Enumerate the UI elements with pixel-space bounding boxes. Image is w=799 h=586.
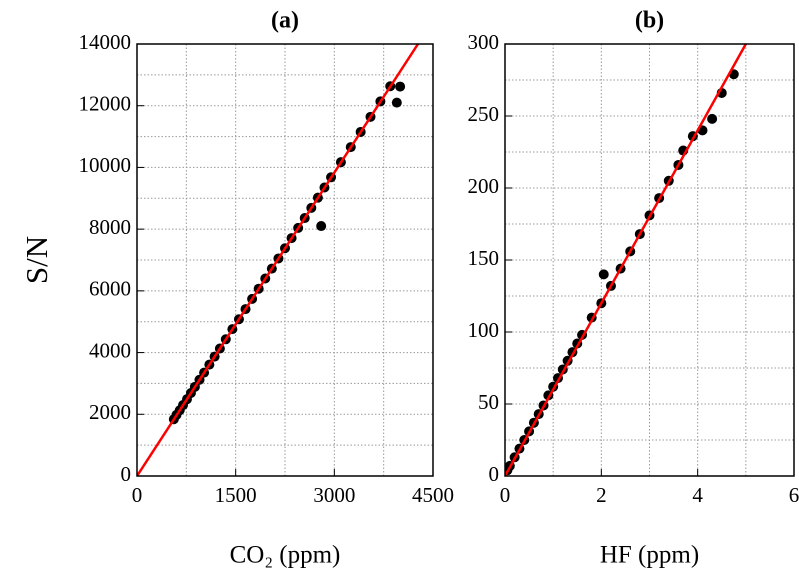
- panel-title: (a): [271, 8, 299, 34]
- y-tick-label: 12000: [79, 92, 132, 116]
- data-point: [707, 114, 717, 124]
- x-tick-label: 3000: [313, 483, 355, 507]
- data-point: [392, 98, 402, 108]
- data-point: [395, 82, 405, 92]
- x-tick-label: 0: [132, 483, 143, 507]
- y-tick-label: 6000: [89, 277, 131, 301]
- x-tick-label: 4500: [412, 483, 454, 507]
- panel-title: (b): [635, 8, 664, 34]
- x-tick-label: 1500: [215, 483, 257, 507]
- x-axis-label: CO₂ (ppm): [230, 542, 341, 569]
- x-tick-label: 2: [596, 483, 607, 507]
- data-point: [316, 221, 326, 231]
- data-point: [599, 269, 609, 279]
- x-tick-label: 4: [692, 483, 703, 507]
- y-tick-label: 50: [478, 390, 499, 414]
- y-tick-label: 14000: [79, 30, 132, 54]
- y-tick-label: 300: [468, 30, 500, 54]
- y-tick-label: 150: [468, 246, 500, 270]
- y-tick-label: 8000: [89, 215, 131, 239]
- x-axis-label: HF (ppm): [600, 542, 699, 569]
- y-tick-label: 0: [489, 462, 500, 486]
- panel: 0 1500 3000 4500 0 2000 4000 6000 8000 10000 12000…: [19, 8, 454, 569]
- y-tick-label: 10000: [79, 153, 132, 177]
- y-tick-label: 200: [468, 174, 500, 198]
- y-tick-label: 0: [121, 462, 132, 486]
- x-tick-label: 0: [500, 483, 511, 507]
- y-tick-label: 250: [468, 102, 500, 126]
- y-tick-label: 2000: [89, 400, 131, 424]
- y-axis-label: S/N: [19, 236, 54, 284]
- y-tick-label: 100: [468, 318, 500, 342]
- panel: 0 2 4 6 0 50 100 150 200 250 300 (b) HF (ppm): [468, 8, 799, 569]
- x-tick-label: 6: [789, 483, 799, 507]
- y-tick-label: 4000: [89, 338, 131, 362]
